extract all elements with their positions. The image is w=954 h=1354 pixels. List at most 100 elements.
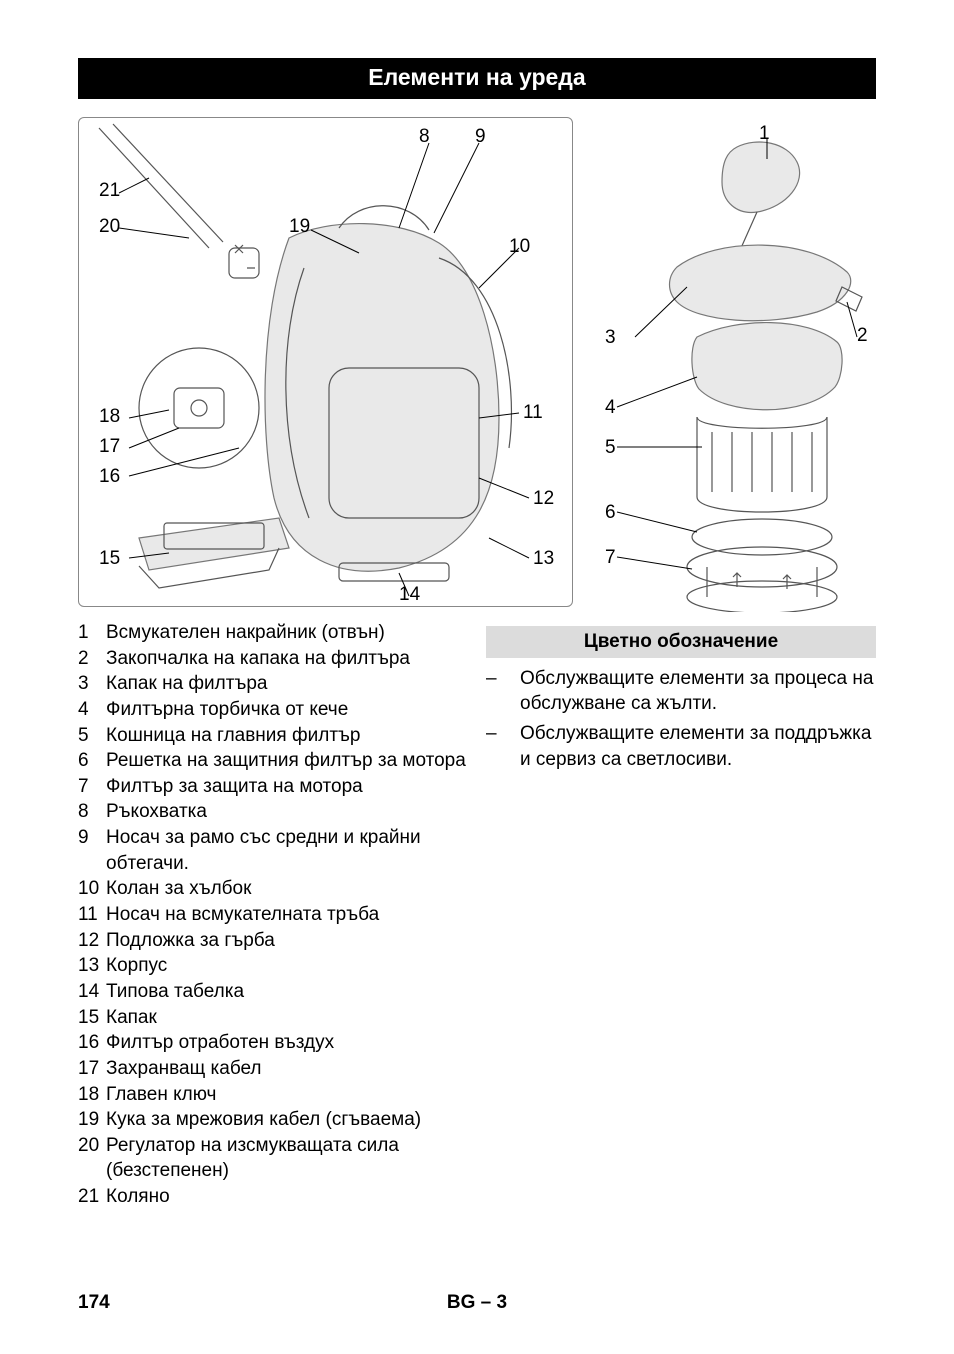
part-num: 6 — [78, 748, 106, 774]
part-num: 12 — [78, 928, 106, 954]
part-text: Носач на всмукателната тръба — [106, 902, 468, 928]
part-num: 16 — [78, 1030, 106, 1056]
part-text: Носач за рамо със средни и крайни обтега… — [106, 825, 468, 876]
part-text: Филтърна торбичка от кече — [106, 697, 468, 723]
callout-12: 12 — [533, 488, 554, 510]
parts-item: 17Захранващ кабел — [78, 1056, 468, 1082]
part-text: Регулатор на изсмукващата сила (безстепе… — [106, 1133, 468, 1184]
parts-list: 1Всмукателен накрайник (отвън) 2Закопчал… — [78, 620, 468, 1210]
part-text: Ръкохватка — [106, 799, 468, 825]
parts-item: 15Капак — [78, 1005, 468, 1031]
part-text: Филтър за защита на мотора — [106, 774, 468, 800]
section-title-bar: Елементи на уреда — [78, 58, 876, 99]
part-text: Филтър отработен въздух — [106, 1030, 468, 1056]
part-text: Закопчалка на капака на филтъра — [106, 646, 468, 672]
callout-14: 14 — [399, 584, 420, 606]
callout-7: 7 — [605, 547, 616, 569]
diagram-main-svg — [79, 118, 574, 608]
parts-item: 11Носач на всмукателната тръба — [78, 902, 468, 928]
part-text: Капак на филтъра — [106, 671, 468, 697]
part-text: Коляно — [106, 1184, 468, 1210]
callout-6: 6 — [605, 502, 616, 524]
parts-item: 4Филтърна торбичка от кече — [78, 697, 468, 723]
part-num: 7 — [78, 774, 106, 800]
part-text: Подложка за гърба — [106, 928, 468, 954]
part-text: Главен ключ — [106, 1082, 468, 1108]
parts-item: 18Главен ключ — [78, 1082, 468, 1108]
parts-item: 6Решетка на защитния филтър за мотора — [78, 748, 468, 774]
callout-9: 9 — [475, 126, 486, 148]
callout-13: 13 — [533, 548, 554, 570]
part-num: 2 — [78, 646, 106, 672]
callout-5: 5 — [605, 437, 616, 459]
callout-17: 17 — [99, 436, 120, 458]
right-column: Цветно обозначение –Обслужващите елемент… — [486, 620, 876, 1210]
parts-item: 2Закопчалка на капака на филтъра — [78, 646, 468, 672]
bullet-text: Обслужващите елементи за поддръжка и сер… — [520, 721, 876, 772]
callout-8: 8 — [419, 126, 430, 148]
section-title: Елементи на уреда — [368, 64, 585, 90]
parts-item: 10Колан за хълбок — [78, 876, 468, 902]
dash-icon: – — [486, 666, 520, 717]
callout-11: 11 — [523, 402, 543, 424]
callout-1: 1 — [759, 123, 770, 145]
footer-center: BG – 3 — [78, 1292, 876, 1314]
part-num: 10 — [78, 876, 106, 902]
callout-18: 18 — [99, 406, 120, 428]
part-text: Капак — [106, 1005, 468, 1031]
part-num: 13 — [78, 953, 106, 979]
callout-21: 21 — [99, 180, 120, 202]
list-item: –Обслужващите елементи за процеса на обс… — [486, 666, 876, 717]
diagram-exploded: 1 2 3 4 5 6 7 — [587, 117, 877, 612]
part-num: 20 — [78, 1133, 106, 1184]
part-num: 4 — [78, 697, 106, 723]
part-text: Кошница на главния филтър — [106, 723, 468, 749]
parts-item: 19Кука за мрежовия кабел (сгъваема) — [78, 1107, 468, 1133]
part-num: 14 — [78, 979, 106, 1005]
part-text: Типова табелка — [106, 979, 468, 1005]
part-num: 18 — [78, 1082, 106, 1108]
callout-19: 19 — [289, 216, 310, 238]
callout-4: 4 — [605, 397, 616, 419]
part-text: Всмукателен накрайник (отвън) — [106, 620, 468, 646]
parts-item: 7Филтър за защита на мотора — [78, 774, 468, 800]
parts-item: 9Носач за рамо със средни и крайни обтег… — [78, 825, 468, 876]
left-column: 1Всмукателен накрайник (отвън) 2Закопчал… — [78, 620, 468, 1210]
parts-item: 21Коляно — [78, 1184, 468, 1210]
page-footer: 174 BG – 3 — [78, 1292, 876, 1314]
part-text: Кука за мрежовия кабел (сгъваема) — [106, 1107, 468, 1133]
parts-item: 1Всмукателен накрайник (отвън) — [78, 620, 468, 646]
callout-20: 20 — [99, 216, 120, 238]
diagram-exploded-svg — [587, 117, 877, 612]
color-coding-list: –Обслужващите елементи за процеса на обс… — [486, 666, 876, 773]
part-num: 11 — [78, 902, 106, 928]
part-num: 3 — [78, 671, 106, 697]
parts-item: 20Регулатор на изсмукващата сила (безсте… — [78, 1133, 468, 1184]
parts-item: 14Типова табелка — [78, 979, 468, 1005]
callout-2: 2 — [857, 325, 868, 347]
part-num: 19 — [78, 1107, 106, 1133]
callout-10: 10 — [509, 236, 530, 258]
part-num: 15 — [78, 1005, 106, 1031]
bullet-text: Обслужващите елементи за процеса на обсл… — [520, 666, 876, 717]
callout-15: 15 — [99, 548, 120, 570]
part-num: 8 — [78, 799, 106, 825]
part-text: Колан за хълбок — [106, 876, 468, 902]
part-num: 21 — [78, 1184, 106, 1210]
diagram-main: 21 20 19 18 17 16 15 8 9 10 11 12 13 14 — [78, 117, 573, 607]
part-text: Решетка на защитния филтър за мотора — [106, 748, 468, 774]
parts-item: 5Кошница на главния филтър — [78, 723, 468, 749]
parts-item: 12Подложка за гърба — [78, 928, 468, 954]
color-coding-heading: Цветно обозначение — [486, 626, 876, 658]
part-num: 1 — [78, 620, 106, 646]
list-item: –Обслужващите елементи за поддръжка и се… — [486, 721, 876, 772]
callout-16: 16 — [99, 466, 120, 488]
part-text: Захранващ кабел — [106, 1056, 468, 1082]
part-num: 5 — [78, 723, 106, 749]
part-num: 17 — [78, 1056, 106, 1082]
dash-icon: – — [486, 721, 520, 772]
parts-item: 8Ръкохватка — [78, 799, 468, 825]
page: Елементи на уреда — [0, 0, 954, 1354]
parts-item: 3Капак на филтъра — [78, 671, 468, 697]
parts-item: 16Филтър отработен въздух — [78, 1030, 468, 1056]
